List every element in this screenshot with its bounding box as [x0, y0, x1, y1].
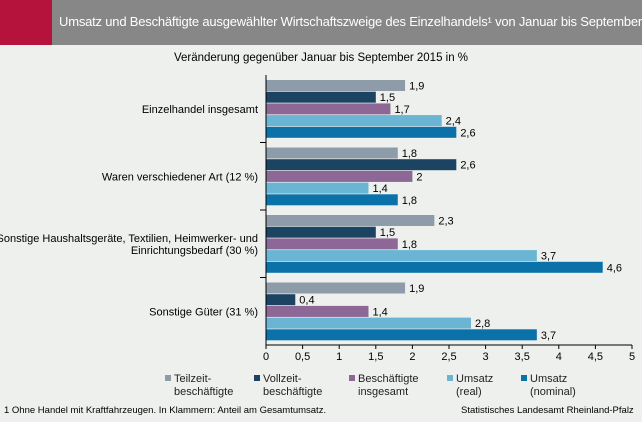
x-tick-label: 0	[263, 351, 269, 363]
bar	[266, 250, 537, 262]
data-label: 3,7	[541, 330, 556, 342]
chart-subtitle: Veränderung gegenüber Januar bis Septemb…	[173, 52, 469, 64]
bar	[266, 126, 457, 138]
data-label: 1,9	[409, 283, 424, 295]
data-label: 2,4	[446, 116, 461, 128]
data-label: 1,5	[380, 227, 395, 239]
bar	[266, 215, 435, 226]
bar	[266, 317, 471, 329]
header-bar	[0, 0, 642, 45]
category-label: Einzelhandel insgesamt	[142, 104, 258, 116]
bar	[266, 170, 413, 182]
bar	[266, 194, 398, 206]
legend-label: beschäftigte	[263, 386, 323, 398]
data-label: 1,5	[380, 92, 395, 104]
data-label: 1,9	[409, 81, 424, 93]
legend-swatch	[521, 375, 527, 381]
data-label: 2,6	[460, 160, 475, 172]
legend-swatch	[447, 375, 453, 381]
data-label: 2	[416, 171, 422, 183]
category-label: Sonstige Güter (31 %)	[149, 306, 258, 318]
data-label: 1,8	[402, 195, 417, 207]
legend-swatch	[165, 375, 171, 381]
footnote: 1 Ohne Handel mit Kraftfahrzeugen. In Kl…	[4, 405, 327, 416]
data-label: 1,8	[402, 239, 417, 251]
bar	[266, 91, 376, 103]
data-label: 1,7	[394, 104, 409, 116]
bar	[266, 103, 391, 115]
legend-label: Umsatz	[456, 373, 494, 385]
brand-block	[0, 0, 52, 45]
bar	[266, 80, 406, 91]
x-tick-label: 2,5	[441, 351, 456, 363]
legend-label: Umsatz	[530, 373, 568, 385]
data-label: 2,6	[460, 127, 475, 139]
x-tick-label: 5	[629, 351, 635, 363]
legend-label: (nominal)	[530, 386, 576, 398]
x-tick-label: 0,5	[295, 351, 310, 363]
bar	[266, 182, 369, 194]
legend-label: (real)	[456, 386, 482, 398]
bar	[266, 115, 442, 127]
legend-label: Beschäftigte	[358, 373, 419, 385]
bar	[266, 305, 369, 317]
category-label: Waren verschiedener Art (12 %)	[102, 171, 258, 183]
legend-label: insgesamt	[358, 386, 409, 398]
bar	[266, 226, 376, 238]
data-label: 2,8	[475, 318, 490, 330]
bar	[266, 159, 457, 171]
bar	[266, 282, 406, 294]
legend-swatch	[349, 375, 355, 381]
data-label: 0,4	[299, 295, 314, 307]
legend-swatch	[254, 375, 260, 381]
x-tick-label: 2	[409, 351, 415, 363]
legend-label: Vollzeit-	[263, 373, 302, 385]
x-tick-label: 1	[336, 351, 342, 363]
legend-item: Vollzeit-beschäftigte	[254, 373, 322, 399]
bar	[266, 329, 537, 341]
x-tick-label: 3,5	[515, 351, 530, 363]
legend-item: Umsatz (real)	[447, 373, 493, 399]
data-label: 2,3	[438, 216, 453, 228]
category-label: Einrichtungsbedarf (30 %)	[131, 245, 258, 257]
data-label: 4,6	[607, 262, 622, 274]
chart-title: Umsatz und Beschäftigte ausgewählter Wir…	[59, 14, 642, 29]
x-tick-label: 3	[483, 351, 489, 363]
bar	[266, 261, 603, 273]
legend-item: Umsatz (nominal)	[521, 373, 576, 399]
bar	[266, 238, 398, 250]
x-tick-label: 1,5	[368, 351, 383, 363]
data-label: 3,7	[541, 251, 556, 263]
legend-item: Teilzeit-beschäftigte	[165, 373, 233, 399]
bar	[266, 294, 296, 306]
bar	[266, 147, 398, 159]
data-label: 1,8	[402, 148, 417, 160]
data-label: 1,4	[372, 183, 387, 195]
x-tick-label: 4,5	[588, 351, 603, 363]
legend-label: Teilzeit-	[174, 373, 212, 385]
data-label: 1,4	[372, 306, 387, 318]
x-tick-label: 4	[556, 351, 562, 363]
source: Statistisches Landesamt Rheinland-Pfalz	[461, 405, 634, 416]
legend-label: beschäftigte	[174, 386, 234, 398]
category-label: Sonstige Haushaltsgeräte, Textilien, Hei…	[0, 233, 258, 245]
legend-item: Beschäftigte insgesamt	[349, 373, 419, 399]
